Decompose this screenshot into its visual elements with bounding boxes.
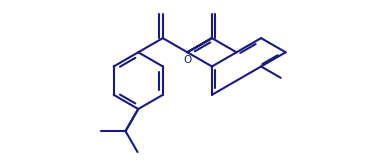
Text: O: O [183, 55, 192, 65]
